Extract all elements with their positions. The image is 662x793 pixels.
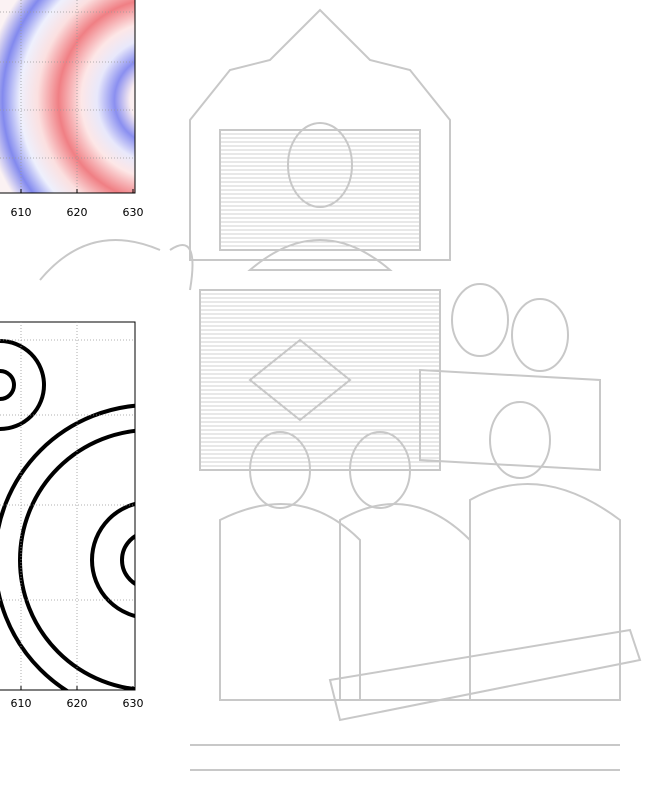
figure-background [0,290,190,745]
x-tick-label: 630 [123,697,144,710]
watermark [39,8,642,771]
x-tick-label: 630 [123,206,144,219]
contours [0,339,135,690]
contour-figure: 610 620 630 [0,321,144,710]
plot-frame [0,0,136,194]
heatmap-figure: 610 620 630 [0,0,144,219]
x-tick-label: 610 [11,206,32,219]
plot-frame [0,321,136,691]
heatmap [0,0,135,193]
x-tick-label: 620 [67,697,88,710]
x-tick-label: 620 [67,206,88,219]
x-tick-label: 610 [11,697,32,710]
